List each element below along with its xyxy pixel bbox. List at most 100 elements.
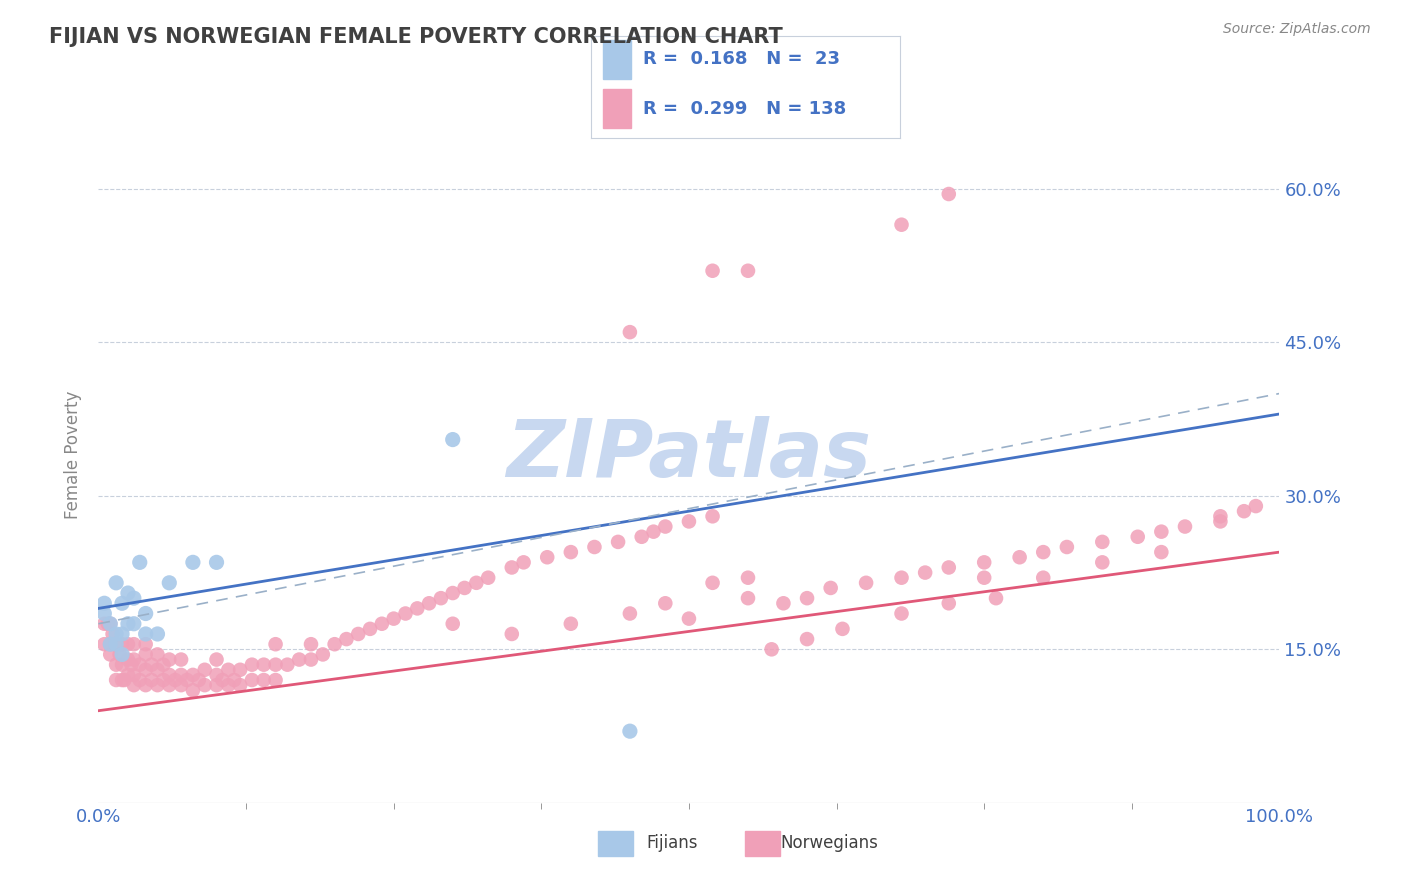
Point <box>796 632 818 646</box>
FancyBboxPatch shape <box>603 40 631 78</box>
Point <box>108 648 131 662</box>
Point <box>938 187 960 202</box>
Point <box>1150 524 1173 539</box>
Point <box>1032 571 1054 585</box>
Point <box>122 637 145 651</box>
Point <box>1233 504 1256 518</box>
Point <box>111 673 134 687</box>
Point <box>93 616 115 631</box>
Point <box>536 550 558 565</box>
Point <box>229 663 252 677</box>
Point <box>111 627 134 641</box>
Point <box>152 673 174 687</box>
Point <box>105 673 128 687</box>
Point <box>299 652 322 666</box>
Point <box>117 616 139 631</box>
Point <box>1126 530 1149 544</box>
Point <box>194 663 217 677</box>
Point <box>205 555 228 569</box>
Point <box>98 616 121 631</box>
Point <box>630 530 652 544</box>
Point <box>176 673 198 687</box>
Text: Source: ZipAtlas.com: Source: ZipAtlas.com <box>1223 22 1371 37</box>
Text: R =  0.168   N =  23: R = 0.168 N = 23 <box>643 50 841 69</box>
Point <box>217 663 239 677</box>
Point <box>152 657 174 672</box>
Point <box>394 607 416 621</box>
Point <box>146 663 169 677</box>
Point <box>619 325 641 339</box>
Point <box>128 555 150 569</box>
Point <box>984 591 1007 606</box>
Point <box>157 575 180 590</box>
Point <box>560 616 582 631</box>
Point <box>264 657 287 672</box>
Point <box>654 519 676 533</box>
Point <box>240 657 263 672</box>
Point <box>772 596 794 610</box>
Point <box>117 637 139 651</box>
Point <box>702 264 724 278</box>
Point <box>1091 534 1114 549</box>
Point <box>135 627 157 641</box>
Point <box>453 581 475 595</box>
Point <box>187 673 209 687</box>
Point <box>146 648 169 662</box>
Point <box>406 601 429 615</box>
Point <box>501 560 523 574</box>
Point <box>702 509 724 524</box>
Point <box>560 545 582 559</box>
Point <box>890 218 912 232</box>
Point <box>98 616 121 631</box>
Point <box>117 586 139 600</box>
Text: ZIPatlas: ZIPatlas <box>506 416 872 494</box>
Point <box>335 632 357 646</box>
Point <box>1008 550 1031 565</box>
Point <box>141 657 163 672</box>
Point <box>170 652 193 666</box>
Point <box>240 673 263 687</box>
Point <box>98 648 121 662</box>
Point <box>264 673 287 687</box>
Point <box>93 607 115 621</box>
Point <box>122 652 145 666</box>
Point <box>1209 509 1232 524</box>
Text: Fijians: Fijians <box>647 834 699 852</box>
Point <box>347 627 370 641</box>
Point <box>111 648 134 662</box>
Point <box>1056 540 1078 554</box>
Point <box>157 668 180 682</box>
Point <box>441 586 464 600</box>
Point <box>128 673 150 687</box>
Point <box>224 673 246 687</box>
Point <box>111 596 134 610</box>
Point <box>737 571 759 585</box>
Point <box>264 637 287 651</box>
Point <box>93 596 115 610</box>
Point <box>229 678 252 692</box>
Point <box>135 637 157 651</box>
Point <box>512 555 534 569</box>
Point <box>702 575 724 590</box>
Point <box>112 673 135 687</box>
Point <box>441 433 464 447</box>
Point <box>205 668 228 682</box>
Point <box>157 678 180 692</box>
Point <box>737 264 759 278</box>
Point <box>105 575 128 590</box>
Point <box>501 627 523 641</box>
Point <box>157 652 180 666</box>
Point <box>619 724 641 739</box>
Text: R =  0.299   N = 138: R = 0.299 N = 138 <box>643 100 846 118</box>
Point <box>1032 545 1054 559</box>
Point <box>761 642 783 657</box>
Point <box>101 627 124 641</box>
Text: Norwegians: Norwegians <box>780 834 879 852</box>
Point <box>111 657 134 672</box>
Point <box>181 683 204 698</box>
Point <box>890 607 912 621</box>
Point <box>914 566 936 580</box>
Point <box>165 673 187 687</box>
Point <box>117 668 139 682</box>
Point <box>418 596 440 610</box>
